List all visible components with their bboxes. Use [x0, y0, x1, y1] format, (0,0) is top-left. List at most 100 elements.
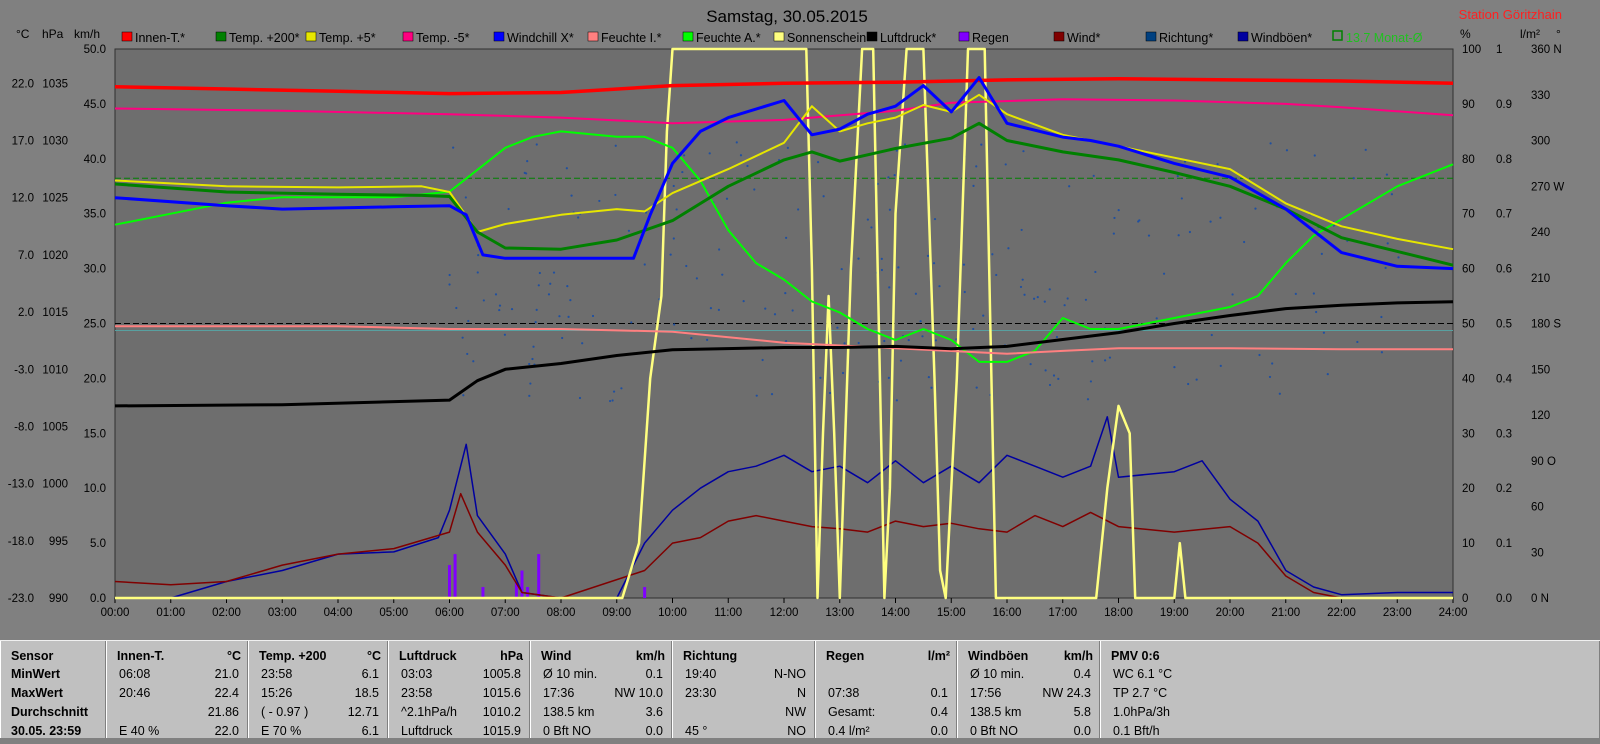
direction-dot: [1209, 220, 1212, 223]
direction-dot: [683, 154, 686, 157]
cell-left: E 40 %: [119, 724, 160, 738]
rain-bar: [448, 565, 451, 598]
cell-right: 0.1: [930, 686, 948, 700]
table-row: 23:58 6.1: [249, 667, 387, 687]
direction-dot: [1390, 193, 1394, 196]
series-wind: [114, 492, 1453, 599]
legend-label: Windchill X*: [507, 31, 574, 45]
legend-label: Temp. -5*: [416, 31, 470, 45]
direction-dot: [1103, 359, 1107, 362]
x-tick-label: 14:00: [881, 607, 910, 619]
direction-dot: [841, 371, 845, 375]
tick-kmh: 30.0: [84, 264, 106, 276]
tick-hpa: 1015: [42, 307, 68, 319]
legend-swatch: [402, 31, 414, 42]
tick-temp: 17.0: [12, 136, 34, 148]
direction-dot: [1086, 398, 1090, 401]
legend-swatch: [305, 31, 317, 42]
tick-rain: 0.4: [1496, 373, 1513, 385]
direction-dot: [467, 319, 470, 323]
legend-label: Regen: [972, 31, 1009, 45]
direction-dot: [1364, 148, 1367, 151]
table-row: 1.0hPa/3h: [1101, 705, 1599, 725]
rain-bar: [514, 581, 518, 598]
cell-left: 03:03: [401, 667, 433, 681]
tick-pct: 100: [1462, 44, 1481, 56]
direction-dot: [614, 144, 617, 147]
tick-temp: -18.0: [8, 536, 34, 548]
direction-dot: [1113, 216, 1116, 220]
direction-dot: [1068, 185, 1071, 188]
direction-dot: [598, 199, 601, 203]
cell-left: Ø 10 min.: [543, 667, 598, 681]
x-tick-label: 02:00: [212, 607, 241, 619]
cell-right: NW 10.0: [614, 686, 663, 700]
row-label: 30.05. 23:59: [11, 724, 82, 738]
direction-dot: [786, 146, 789, 149]
tick-rain: 0.6: [1496, 264, 1512, 276]
direction-dot: [672, 184, 675, 188]
tick-pct: 70: [1462, 209, 1475, 221]
series-feuchte-a-: [114, 130, 1454, 363]
table-column: Richtung 19:40 N-NO 23:30 N NW 45 ° NO: [672, 641, 815, 738]
direction-dot: [614, 193, 617, 197]
cell-left: 1.0hPa/3h: [1113, 705, 1170, 719]
table-row: 23:30 N: [673, 686, 814, 706]
direction-dot: [1385, 173, 1389, 176]
direction-dot: [534, 321, 537, 324]
row-label: Durchschnitt: [11, 705, 89, 719]
table-column: Sensor MinWert MaxWert Durchschnitt 30.05. 2…: [0, 641, 106, 738]
direction-dot: [1258, 353, 1261, 357]
direction-dot: [1173, 366, 1176, 369]
unit-kmh: km/h: [74, 27, 100, 41]
cell-left: ^2.1hPa/h: [401, 705, 457, 719]
direction-dot: [888, 208, 892, 211]
cell-left: 06:08: [119, 667, 151, 681]
direction-dot: [926, 254, 930, 257]
table-row: ^2.1hPa/h 1010.2: [389, 705, 529, 725]
direction-dot: [880, 257, 883, 260]
x-tick-label: 01:00: [156, 607, 185, 619]
tick-hpa: 1000: [42, 479, 68, 491]
direction-dot: [1219, 364, 1222, 367]
series-windboeen: [115, 416, 1453, 599]
table-column: PMV 0:6 WC 6.1 °C TP 2.7 °C 1.0hPa/3h 0.1 Bf…: [1100, 641, 1600, 738]
direction-dot: [919, 320, 922, 323]
direction-dot: [570, 194, 573, 197]
cell-right: 1015.6: [482, 686, 521, 700]
table-row: 138.5 km 5.8: [958, 705, 1099, 725]
series-luftdruck-: [114, 300, 1454, 408]
table-row: [816, 667, 956, 687]
table-row: MaxWert: [1, 686, 105, 706]
column-header: Innen-T.: [117, 649, 165, 663]
direction-dot: [552, 271, 556, 274]
tick-pct: 20: [1462, 483, 1475, 495]
direction-dot: [1195, 378, 1198, 381]
table-row: Luftdruck 1015.9: [389, 724, 529, 744]
tick-rain: 0.0: [1496, 593, 1512, 605]
series-innen-t-: [114, 76, 1454, 96]
direction-dot: [611, 399, 614, 402]
cell-left: 45 °: [685, 724, 708, 738]
cell-left: 0 Bft NO: [543, 724, 591, 738]
direction-dot: [1380, 315, 1383, 319]
direction-dot: [466, 352, 469, 356]
direction-dot: [578, 396, 582, 400]
direction-dot: [526, 160, 529, 163]
tick-kmh: 35.0: [84, 209, 106, 221]
direction-dot: [1243, 240, 1246, 244]
column-header: Richtung: [683, 649, 738, 663]
direction-dot: [739, 154, 743, 157]
tick-pct: 10: [1462, 538, 1475, 550]
direction-dot: [975, 386, 978, 389]
column-unit: °C: [226, 649, 241, 663]
x-tick-label: 04:00: [324, 607, 353, 619]
column-header: Windböen: [968, 649, 1029, 663]
direction-dot: [672, 237, 675, 240]
direction-dot: [1294, 292, 1297, 296]
table-row: 17:56 NW 24.3: [958, 686, 1099, 706]
direction-dot: [1326, 372, 1329, 376]
table-column: Luftdruck hPa 03:03 1005.8 23:58 1015.6 ^2.1hP…: [388, 641, 530, 738]
direction-dot: [962, 263, 966, 266]
direction-dot: [836, 326, 839, 329]
